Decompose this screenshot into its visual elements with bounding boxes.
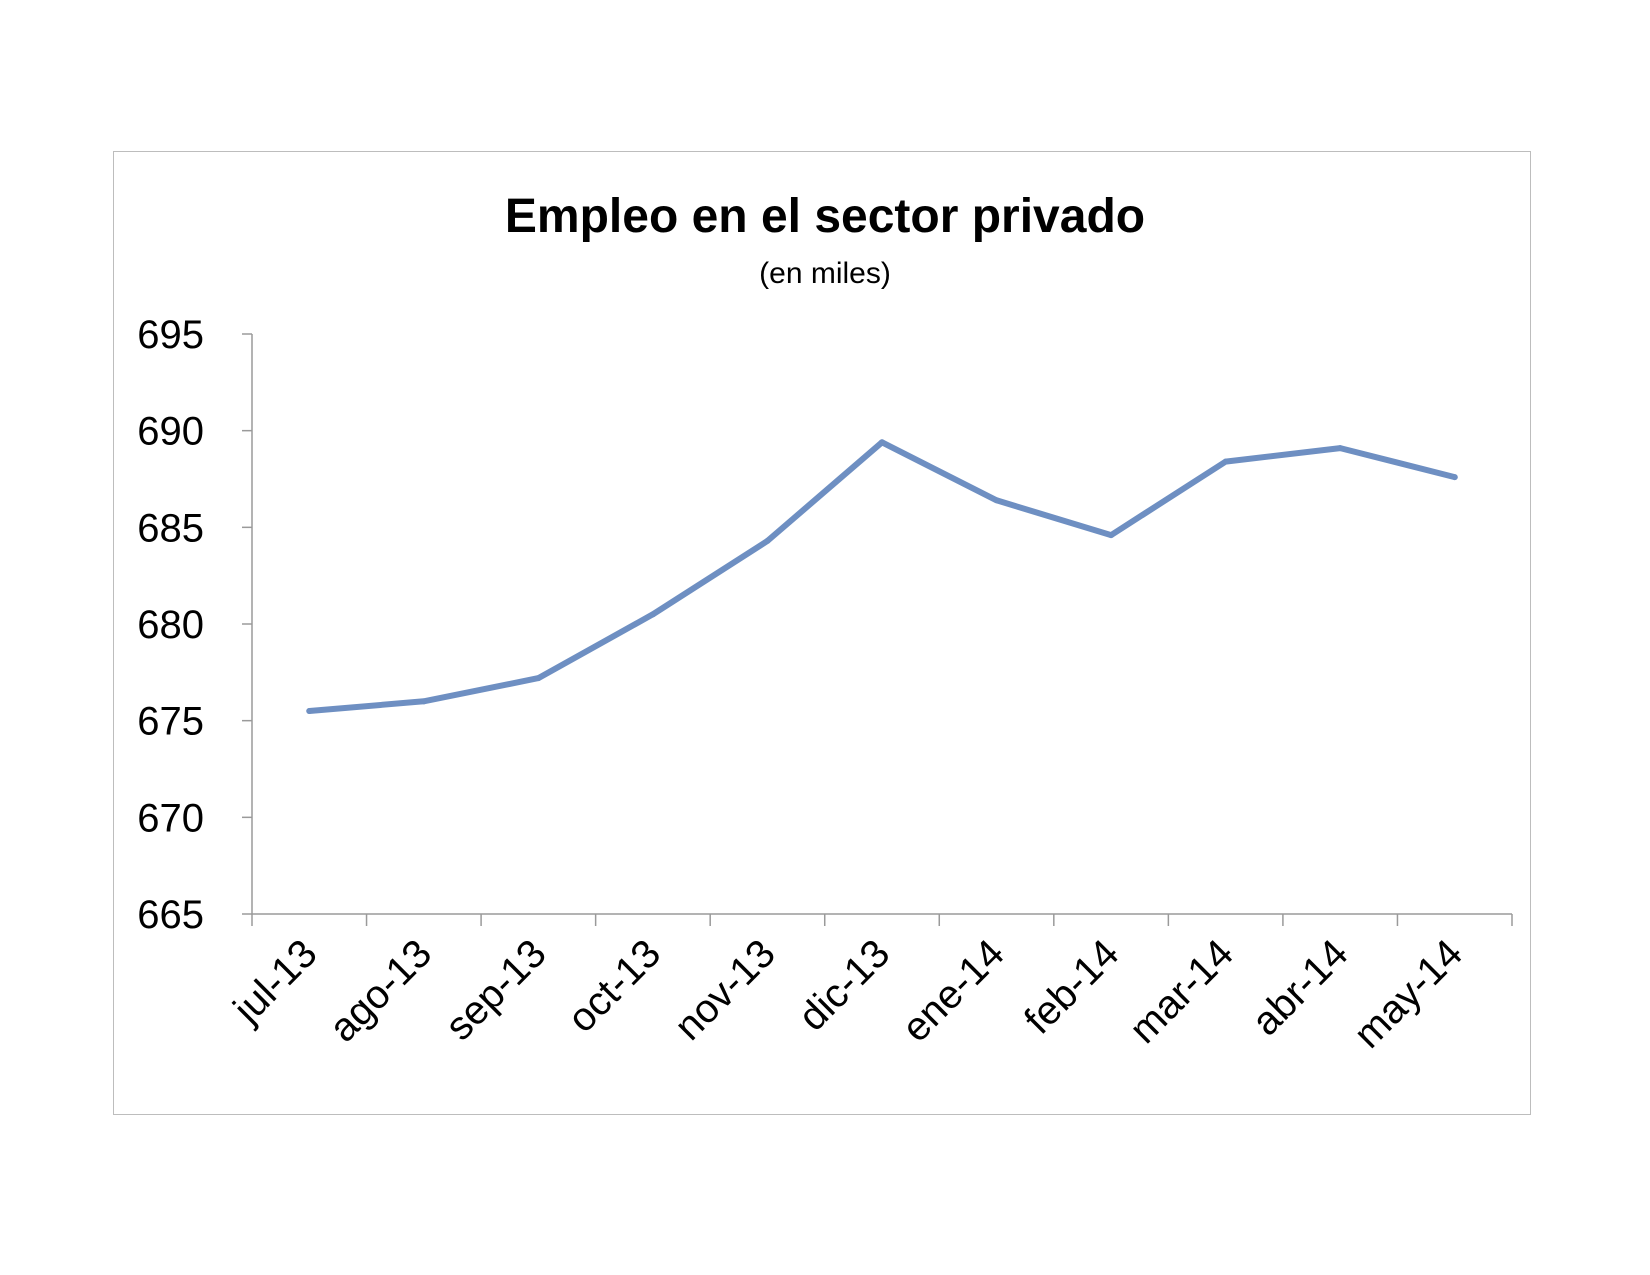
- axes: [251, 334, 1512, 915]
- series-group: [306, 439, 1458, 714]
- data-point: [649, 611, 656, 618]
- data-point: [764, 537, 771, 544]
- y-tick-label: 695: [137, 313, 204, 357]
- chart-frame: [113, 151, 1531, 1115]
- y-tick-label: 670: [137, 796, 204, 840]
- y-tick-label: 665: [137, 893, 204, 937]
- data-point: [993, 497, 1000, 504]
- x-tick-label: dic-13: [790, 931, 898, 1039]
- x-tick-label: feb-14: [1016, 931, 1127, 1042]
- x-tick-label: abr-14: [1244, 931, 1357, 1044]
- y-tick-label: 690: [137, 410, 204, 454]
- x-tick-label: oct-13: [560, 931, 670, 1041]
- data-point: [1222, 458, 1229, 465]
- y-axis-ticks: 665 670 675 680 685 690 695: [137, 313, 252, 937]
- series-line-0: [306, 439, 1458, 714]
- x-tick-label: nov-13: [666, 931, 784, 1049]
- chart-title: Empleo en el sector privado: [505, 190, 1145, 243]
- chart-subtitle: (en miles): [759, 257, 891, 290]
- x-tick-label: mar-14: [1121, 931, 1242, 1052]
- x-tick-label: sep-13: [437, 931, 555, 1049]
- data-point: [535, 675, 542, 682]
- data-point: [879, 439, 885, 446]
- data-point: [420, 698, 427, 705]
- y-tick-label: 675: [137, 700, 204, 744]
- x-tick-label: ago-13: [321, 931, 440, 1050]
- data-point: [306, 708, 313, 714]
- y-tick-label: 680: [137, 603, 204, 647]
- x-tick-label: ene-14: [894, 931, 1013, 1050]
- x-tick-label: jul-13: [225, 931, 326, 1032]
- data-point: [1337, 445, 1344, 452]
- data-point: [1108, 532, 1115, 539]
- y-tick-label: 685: [137, 506, 204, 550]
- data-point: [1451, 474, 1458, 481]
- x-tick-label: may-14: [1346, 931, 1471, 1056]
